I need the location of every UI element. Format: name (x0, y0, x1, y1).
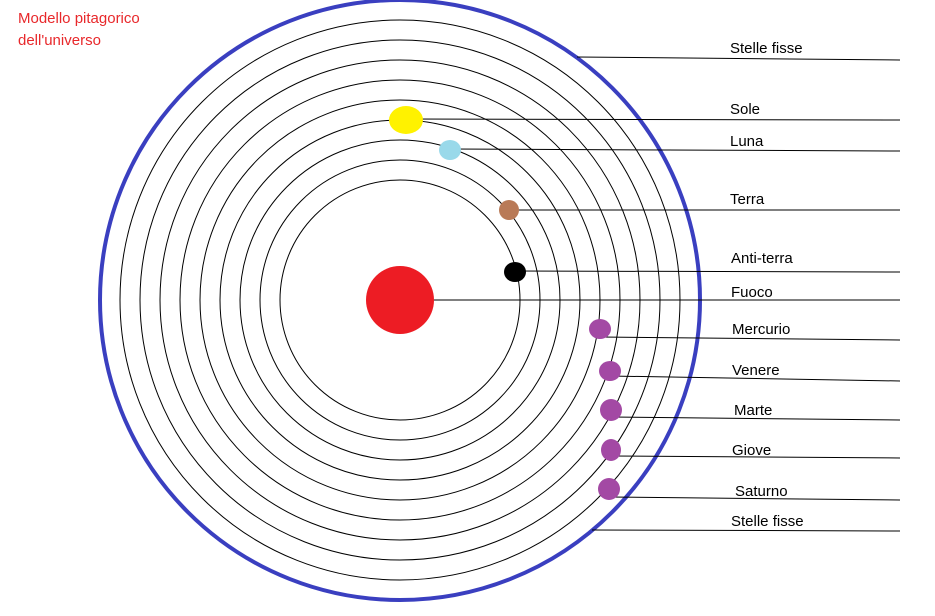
label-sole: Sole (730, 101, 760, 118)
leader-venere (609, 375, 901, 382)
labels: Stelle fisse Sole Luna Terra Anti-terra … (730, 40, 804, 530)
label-stelle-fisse-bottom: Stelle fisse (731, 513, 804, 530)
counter-earth-body (504, 262, 526, 282)
title-line-1: Modello pitagorico (18, 10, 140, 27)
label-terra: Terra (730, 191, 765, 208)
label-saturno: Saturno (735, 483, 788, 500)
leader-anti-terra (514, 270, 901, 273)
leader-stelle-fisse-top (576, 56, 901, 61)
saturn-body (598, 478, 620, 500)
mercury-body (589, 319, 611, 339)
label-marte: Marte (734, 402, 772, 419)
label-fuoco: Fuoco (731, 284, 773, 301)
leader-sole (405, 118, 901, 121)
sun-body (389, 106, 423, 134)
leader-luna (449, 148, 901, 152)
moon-body (439, 140, 461, 160)
leader-saturno (608, 496, 901, 501)
venus-body (599, 361, 621, 381)
leader-mercurio (599, 336, 901, 341)
mars-body (600, 399, 622, 421)
label-luna: Luna (730, 133, 764, 150)
earth-body (499, 200, 519, 220)
label-giove: Giove (732, 442, 771, 459)
leader-stelle-fisse-bottom (591, 529, 901, 532)
title-line-2: dell'universo (18, 32, 101, 49)
jupiter-body (601, 439, 621, 461)
leader-giove (609, 455, 901, 459)
label-anti-terra: Anti-terra (731, 250, 793, 267)
leader-marte (610, 416, 901, 421)
leader-lines (400, 56, 901, 532)
diagram-title: Modello pitagorico dell'universo (18, 8, 140, 52)
label-stelle-fisse-top: Stelle fisse (730, 40, 803, 57)
central-fire (366, 266, 434, 334)
label-venere: Venere (732, 362, 780, 379)
label-mercurio: Mercurio (732, 321, 790, 338)
